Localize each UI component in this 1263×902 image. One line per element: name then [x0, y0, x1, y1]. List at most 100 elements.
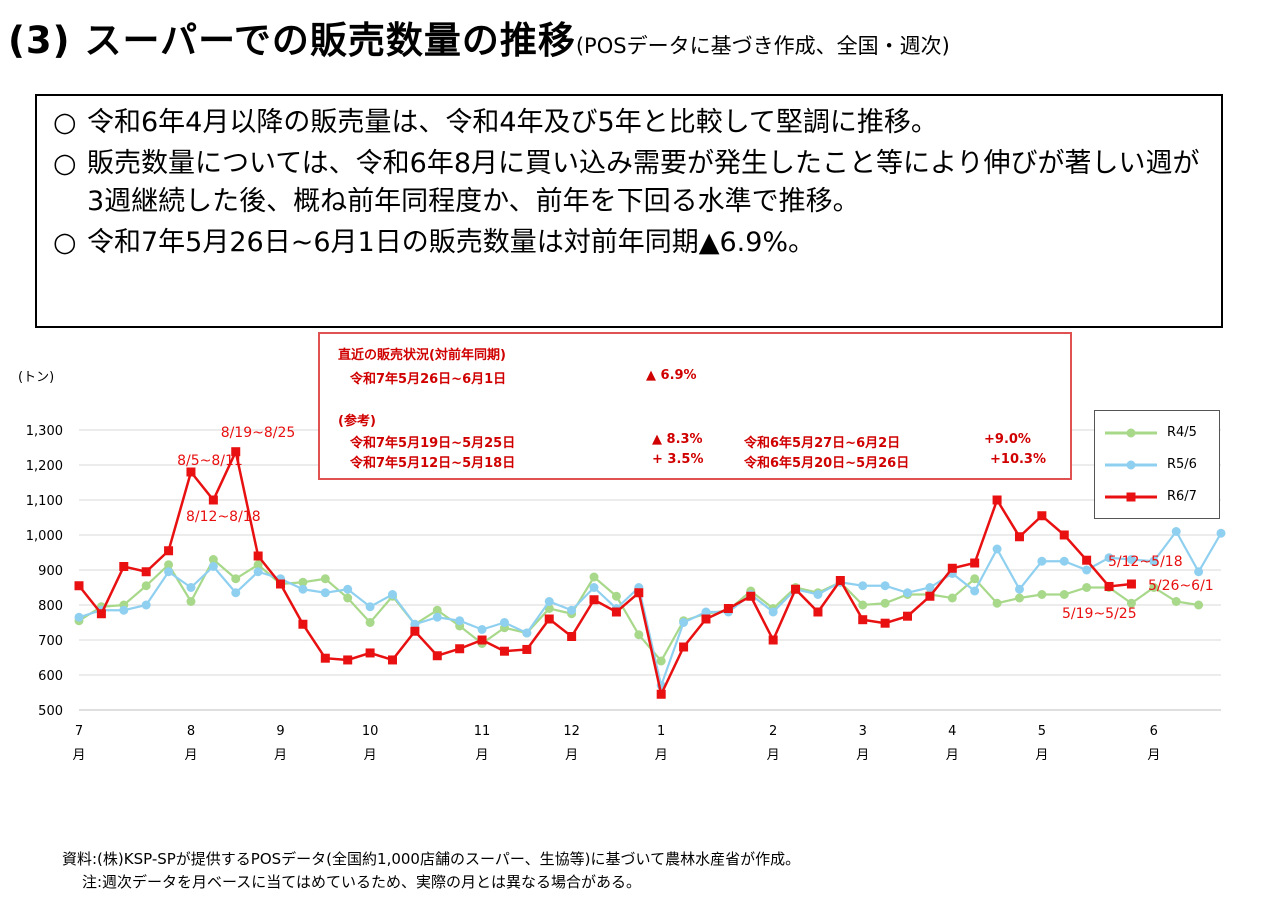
- data-point: [1082, 583, 1092, 592]
- summary-text: 販売数量については、令和6年8月に買い込み需要が発生したこと等により伸びが著しい…: [87, 148, 1200, 217]
- data-point: [1037, 556, 1047, 566]
- data-point: [880, 581, 890, 591]
- data-point: [1104, 553, 1114, 563]
- x-tick-unit: 月: [1147, 748, 1160, 763]
- x-tick-unit: 月: [72, 748, 85, 763]
- data-point: [208, 495, 218, 505]
- x-tick-unit: 月: [856, 748, 869, 763]
- data-point: [186, 597, 196, 606]
- data-point: [410, 626, 420, 636]
- data-point: [1126, 598, 1136, 608]
- y-tick-label: 500: [38, 704, 63, 719]
- recent-heading: 直近の販売状況(対前年同期): [338, 348, 506, 363]
- data-point: [679, 618, 689, 627]
- bullet-circle-icon: ○: [53, 227, 77, 258]
- summary-item: ○ 販売数量については、令和6年8月に買い込み需要が発生したこと等により伸びが著…: [53, 145, 1205, 221]
- data-point: [903, 588, 913, 598]
- data-point: [432, 605, 442, 615]
- data-point: [970, 586, 980, 596]
- data-point: [701, 607, 711, 617]
- recent-current-period: 令和7年5月26日~6月1日: [350, 372, 507, 387]
- summary-item: ○ 令和6年4月以降の販売量は、令和4年及び5年と比較して堅調に推移。: [53, 104, 1205, 142]
- bullet-circle-icon: ○: [53, 148, 77, 179]
- summary-text: 令和6年4月以降の販売量は、令和4年及び5年と比較して堅調に推移。: [87, 107, 938, 138]
- data-point: [1194, 567, 1204, 577]
- data-point: [992, 495, 1002, 505]
- data-point: [589, 572, 599, 582]
- data-point: [298, 577, 308, 587]
- data-point: [970, 574, 980, 584]
- legend-square-marker-icon: [1105, 492, 1157, 502]
- data-point: [1104, 581, 1114, 591]
- data-point: [522, 644, 532, 654]
- data-point: [1171, 597, 1181, 606]
- data-point: [455, 644, 465, 654]
- data-point: [611, 591, 621, 601]
- series-line: [78, 529, 1222, 690]
- y-tick-label: 1,000: [26, 529, 63, 544]
- legend-label: R4/5: [1167, 425, 1197, 440]
- x-tick-label: 11: [474, 724, 491, 739]
- data-point: [1149, 556, 1159, 566]
- data-point: [119, 562, 129, 571]
- x-tick-label: 9: [276, 724, 284, 739]
- y-axis-label: (トン): [18, 370, 54, 385]
- data-point: [477, 625, 487, 634]
- reference-prev-change: +10.3%: [990, 452, 1046, 467]
- data-point: [858, 600, 868, 610]
- data-point: [858, 615, 868, 625]
- data-point: [1014, 584, 1024, 594]
- data-point: [231, 574, 241, 584]
- data-point: [835, 576, 845, 585]
- data-point: [992, 544, 1002, 554]
- data-point: [186, 467, 196, 477]
- legend-item-r6-7: R6/7: [1095, 483, 1221, 513]
- x-tick-unit: 月: [184, 748, 197, 763]
- data-point: [611, 607, 621, 617]
- data-point: [253, 567, 263, 577]
- data-point: [208, 555, 218, 564]
- data-point: [947, 563, 957, 573]
- data-point: [813, 607, 823, 617]
- data-point: [589, 583, 599, 592]
- data-point: [141, 581, 151, 591]
- series-annotation: 5/12~5/18: [1108, 554, 1183, 570]
- data-point: [1059, 556, 1069, 566]
- x-tick-label: 4: [948, 724, 956, 739]
- reference-change: + 3.5%: [652, 452, 704, 467]
- data-point: [947, 593, 957, 603]
- page-title-main: (3) スーパーでの販売数量の推移: [8, 19, 576, 62]
- summary-text: 令和7年5月26日~6月1日の販売数量は対前年同期▲6.9%。: [87, 227, 816, 258]
- data-point: [1194, 600, 1204, 610]
- data-point: [1126, 579, 1136, 589]
- data-point: [253, 560, 263, 570]
- x-tick-label: 8: [187, 724, 195, 739]
- y-tick-label: 900: [38, 564, 63, 579]
- reference-prev-period: 令和6年5月20日~5月26日: [744, 456, 910, 471]
- data-point: [723, 604, 733, 613]
- data-point: [746, 591, 756, 601]
- series-annotation: 5/19~5/25: [1062, 606, 1137, 622]
- legend-label: R5/6: [1167, 457, 1197, 472]
- series-annotation: 8/12~8/18: [186, 509, 261, 525]
- data-point: [544, 597, 554, 606]
- data-point: [813, 590, 823, 599]
- data-point: [1171, 527, 1181, 536]
- recent-current-change: ▲ 6.9%: [646, 368, 697, 383]
- data-point: [499, 618, 509, 627]
- data-point: [522, 628, 532, 638]
- data-point: [320, 574, 330, 584]
- x-tick-unit: 月: [655, 748, 668, 763]
- data-point: [858, 581, 868, 591]
- data-point: [903, 611, 913, 621]
- page-title-sub: (POSデータに基づき作成、全国・週次): [575, 34, 950, 58]
- data-point: [365, 618, 375, 627]
- data-point: [1082, 565, 1092, 575]
- sales-volume-chart: 1,300 1,200 1,100 1,000 900 800 700 600 500 (トン) 7…: [18, 370, 1226, 763]
- data-point: [925, 583, 935, 592]
- data-point: [410, 619, 420, 629]
- data-point: [365, 602, 375, 612]
- y-tick-label: 1,300: [26, 424, 63, 439]
- data-point: [679, 642, 689, 652]
- data-point: [186, 583, 196, 592]
